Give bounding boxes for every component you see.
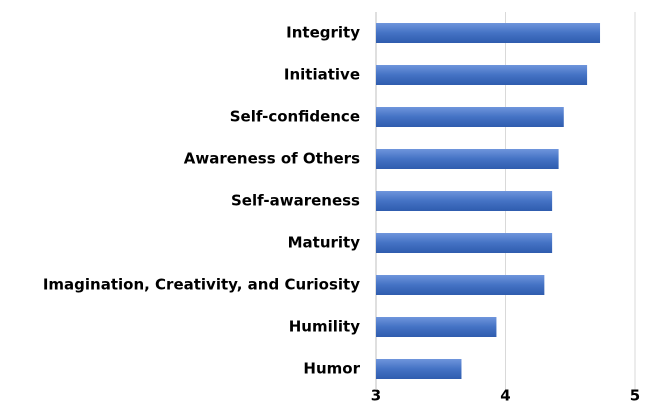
x-tick-label: 3 (371, 387, 381, 405)
y-tick-label: Initiative (284, 66, 360, 84)
bar (376, 149, 559, 169)
bar (376, 191, 553, 211)
y-tick-label: Self-awareness (231, 192, 360, 210)
bar (376, 65, 588, 85)
bar (376, 107, 564, 127)
y-tick-label: Awareness of Others (184, 150, 360, 168)
bar (376, 275, 545, 295)
y-tick-label: Self-confidence (230, 108, 360, 126)
y-tick-label: Imagination, Creativity, and Curiosity (43, 276, 360, 294)
y-tick-label: Humility (289, 318, 360, 336)
y-tick-label: Maturity (288, 234, 361, 252)
y-tick-label: Integrity (286, 24, 360, 42)
x-tick-label: 5 (630, 387, 640, 405)
x-tick-label: 4 (500, 387, 510, 405)
bar (376, 359, 462, 379)
bar (376, 233, 553, 253)
bar (376, 23, 601, 43)
y-tick-label: Humor (303, 360, 360, 378)
bar (376, 317, 497, 337)
